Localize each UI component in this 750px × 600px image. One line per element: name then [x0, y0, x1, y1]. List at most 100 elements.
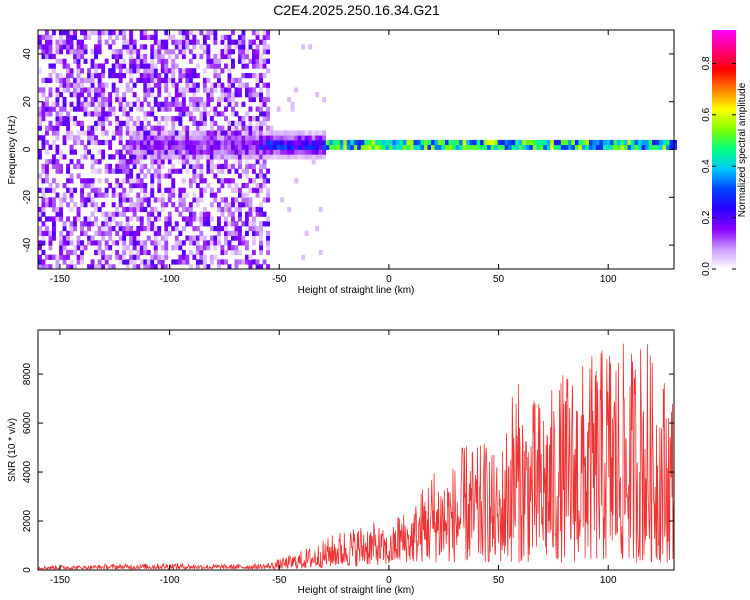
y-tick-label: 4000	[22, 460, 33, 483]
heatmap-cell	[308, 154, 313, 160]
heatmap-cell	[199, 101, 204, 107]
heatmap-cell	[38, 245, 42, 251]
heatmap-cell	[111, 87, 116, 93]
heatmap-cell	[160, 173, 165, 179]
heatmap-cell	[192, 44, 197, 50]
heatmap-cell	[206, 159, 211, 165]
heatmap-cell	[90, 183, 95, 189]
heatmap-cell	[174, 206, 179, 213]
y-tick-label: 2000	[22, 509, 33, 532]
heatmap-cell	[125, 245, 130, 251]
heatmap-cell	[118, 192, 123, 198]
heatmap-cell	[143, 144, 148, 150]
heatmap-cell	[104, 58, 109, 64]
heatmap-cell	[122, 154, 127, 160]
heatmap-cell	[153, 139, 158, 146]
heatmap-cell	[273, 139, 277, 146]
heatmap-cell	[97, 87, 102, 93]
heatmap-cell	[238, 92, 242, 98]
heatmap-cell	[592, 144, 597, 150]
heatmap-cell	[192, 197, 197, 203]
heatmap-cell	[69, 30, 74, 36]
heatmap-cell	[438, 139, 442, 146]
heatmap-cell	[125, 230, 130, 236]
heatmap-cell	[104, 163, 109, 169]
heatmap-cell	[167, 168, 172, 174]
y-tick: -20	[22, 190, 674, 205]
heatmap-cell	[62, 101, 67, 107]
heatmap-cell	[108, 34, 113, 40]
heatmap-cell	[648, 139, 653, 146]
heatmap-cell	[357, 144, 362, 150]
heatmap-cell	[392, 139, 397, 146]
heatmap-cell	[631, 144, 635, 150]
heatmap-cell	[45, 49, 49, 55]
heatmap-cell	[94, 202, 98, 208]
heatmap-cell	[132, 235, 137, 241]
heatmap-cell	[45, 159, 49, 165]
heatmap-cell	[322, 96, 327, 103]
heatmap-cell	[80, 221, 84, 227]
heatmap-cell	[248, 73, 253, 79]
heatmap-cell	[143, 149, 148, 155]
heatmap-cell	[90, 264, 95, 270]
heatmap-cell	[87, 130, 91, 136]
heatmap-cell	[188, 116, 193, 122]
heatmap-cell	[125, 116, 130, 122]
heatmap-cell	[452, 144, 456, 150]
heatmap-cell	[518, 144, 523, 150]
heatmap-cell	[199, 154, 204, 160]
heatmap-cell	[146, 211, 151, 217]
heatmap-cell	[283, 154, 288, 160]
heatmap-cell	[238, 130, 242, 136]
heatmap-cell	[217, 187, 221, 193]
heatmap-cell	[97, 101, 102, 107]
heatmap-cell	[269, 144, 274, 150]
heatmap-cell	[132, 44, 137, 50]
heatmap-cell	[560, 144, 565, 150]
heatmap-cell	[297, 149, 302, 155]
heatmap-cell	[567, 139, 572, 146]
heatmap-cell	[202, 149, 207, 155]
heatmap-cell	[199, 211, 204, 217]
heatmap-cell	[259, 230, 263, 236]
heatmap-cell	[136, 125, 141, 131]
heatmap-cell	[48, 197, 53, 203]
heatmap-cell	[262, 130, 267, 136]
heatmap-cell	[115, 49, 120, 55]
heatmap-cell	[248, 116, 253, 122]
heatmap-cell	[259, 249, 263, 256]
heatmap-cell	[146, 197, 151, 203]
heatmap-cell	[209, 144, 214, 150]
heatmap-cell	[66, 264, 70, 270]
heatmap-cell	[174, 44, 179, 50]
heatmap-cell	[118, 168, 123, 174]
heatmap-cell	[402, 139, 407, 146]
heatmap-cell	[167, 154, 172, 160]
heatmap-cell	[122, 163, 127, 169]
heatmap-cell	[139, 135, 144, 141]
colorbar-ticks: 0.00.20.40.60.8	[701, 56, 736, 276]
heatmap-cell	[160, 245, 165, 251]
heatmap-cell	[76, 58, 81, 64]
heatmap-cell	[150, 259, 155, 265]
heatmap-cell	[90, 111, 95, 117]
heatmap-cell	[494, 139, 499, 146]
y-tick-label: -40	[22, 237, 33, 252]
heatmap-cell	[192, 34, 197, 40]
heatmap-cell	[213, 106, 218, 112]
heatmap-cell	[160, 135, 165, 141]
heatmap-cell	[245, 130, 249, 136]
heatmap-cell	[581, 139, 586, 146]
heatmap-cell	[73, 106, 77, 112]
heatmap-cell	[94, 192, 98, 198]
heatmap-cell	[87, 34, 91, 40]
heatmap-cell	[164, 120, 169, 126]
heatmap-cell	[262, 211, 267, 217]
heatmap-cell	[76, 259, 81, 265]
heatmap-cell	[52, 206, 56, 213]
heatmap-cell	[192, 135, 197, 141]
heatmap-cell	[115, 96, 120, 103]
heatmap-cell	[97, 149, 102, 155]
heatmap-cell	[202, 178, 207, 184]
